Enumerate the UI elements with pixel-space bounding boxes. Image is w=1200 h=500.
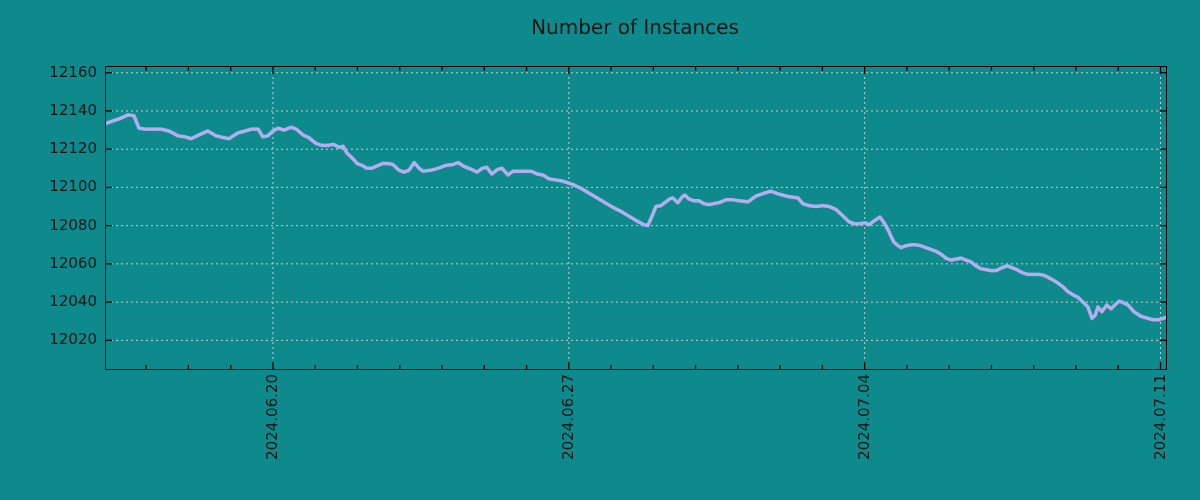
y-axis-tick-label: 12120 <box>49 139 97 158</box>
x-axis-tick-label: 2024.06.20 <box>262 374 281 460</box>
y-axis-tick-label: 12060 <box>49 253 97 272</box>
x-axis-tick-label: 2024.07.11 <box>1150 374 1169 460</box>
x-axis-tick-label: 2024.07.04 <box>854 374 873 460</box>
y-axis-tick-label: 12020 <box>49 330 97 349</box>
plot-area <box>105 66 1167 370</box>
y-axis-tick-label: 12140 <box>49 100 97 119</box>
chart-title: Number of Instances <box>531 15 739 39</box>
y-axis-tick-label: 12040 <box>49 292 97 311</box>
y-axis-tick-label: 12160 <box>49 62 97 81</box>
y-axis-tick-label: 12080 <box>49 215 97 234</box>
x-axis-tick-label: 2024.06.27 <box>558 374 577 460</box>
series-instances-line <box>106 113 1166 322</box>
line-chart-svg <box>106 67 1166 369</box>
y-axis-tick-label: 12100 <box>49 177 97 196</box>
